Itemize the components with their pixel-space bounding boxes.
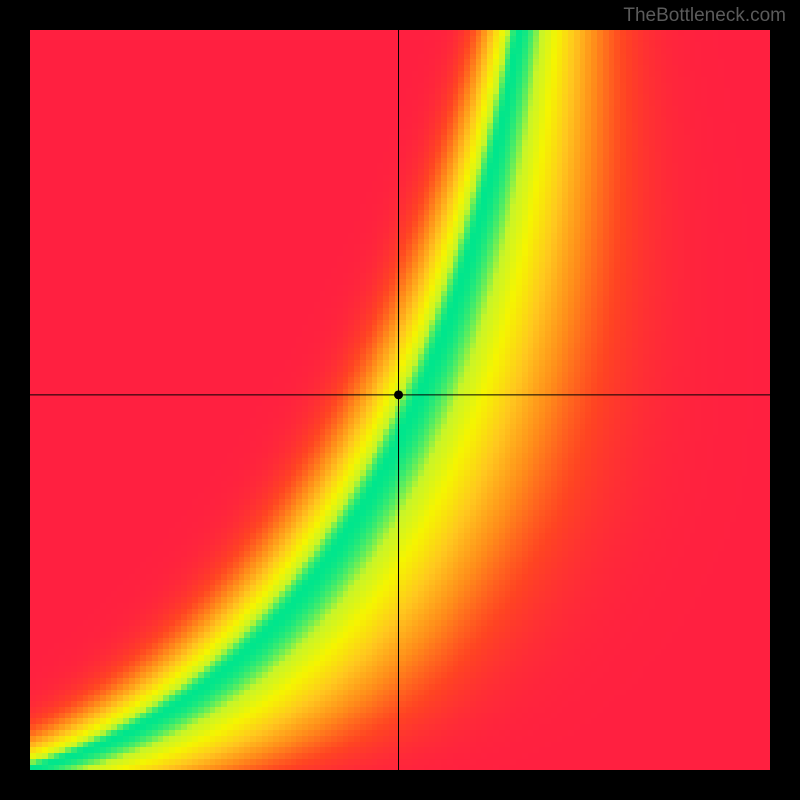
chart-container: TheBottleneck.com	[0, 0, 800, 800]
watermark-label: TheBottleneck.com	[623, 5, 786, 27]
heatmap-canvas	[30, 30, 770, 770]
